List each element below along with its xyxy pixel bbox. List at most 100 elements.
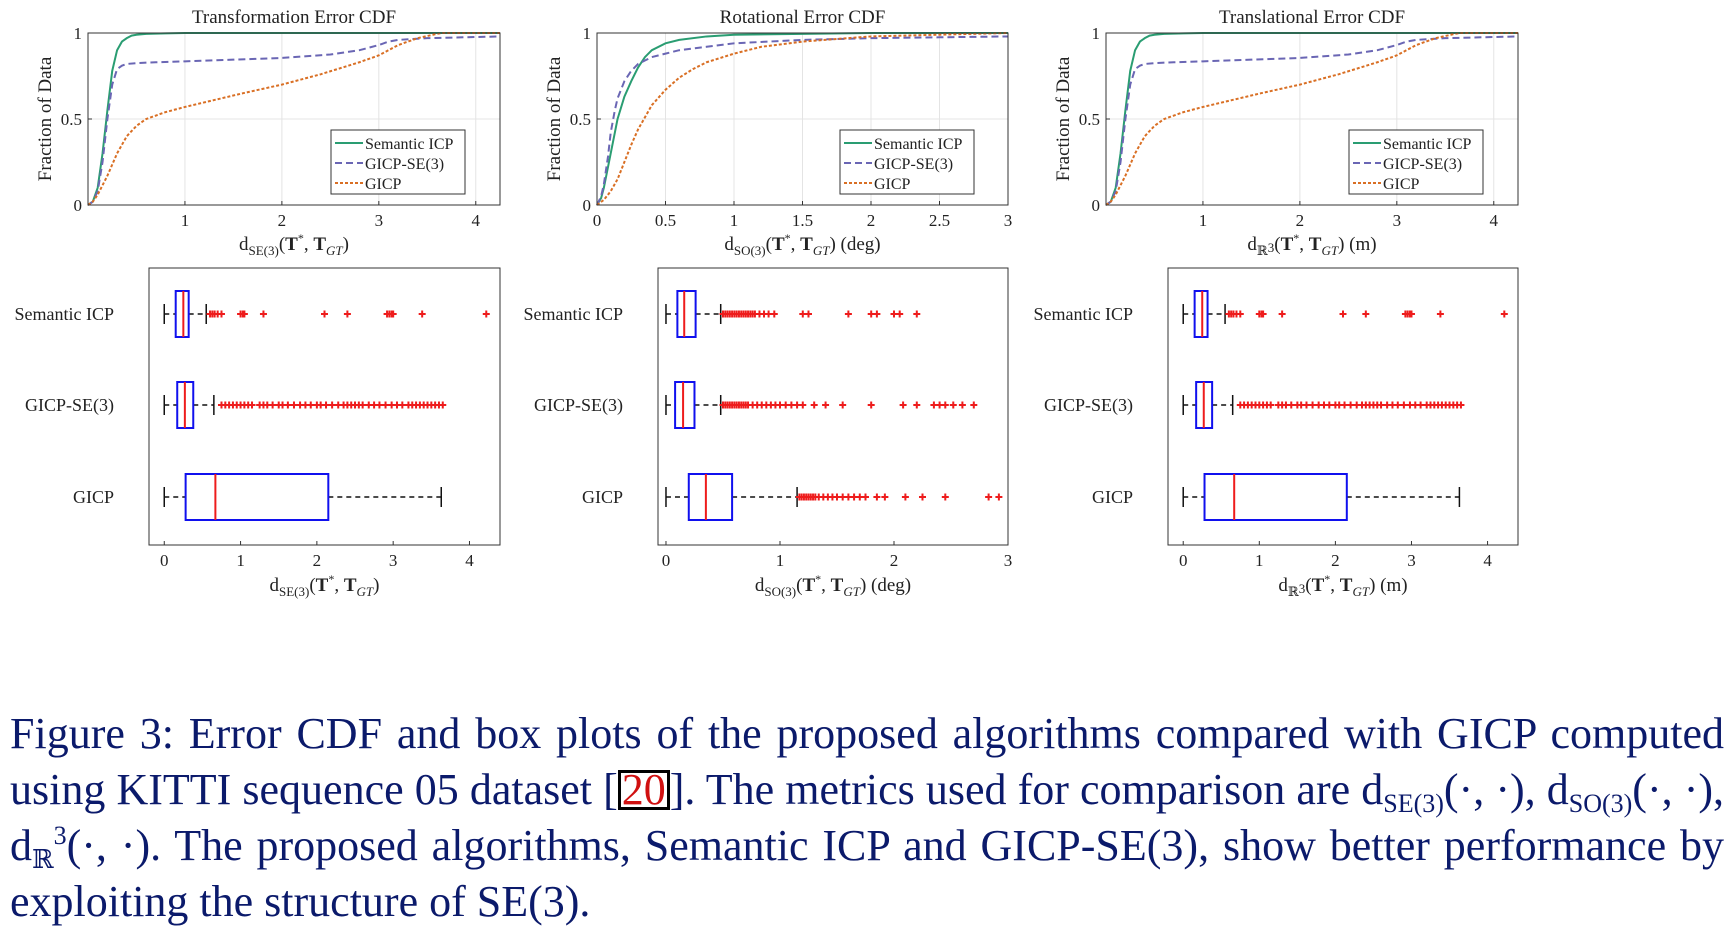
x-tick-label: 0.5 — [655, 211, 676, 230]
x-axis-label: dSO(3)(T*, TGT) (deg) — [755, 572, 911, 599]
outlier-marker — [941, 401, 949, 409]
row-label: Semantic ICP — [15, 304, 115, 324]
outlier-marker — [1417, 401, 1425, 409]
outlier-marker — [1325, 401, 1333, 409]
outlier-marker — [918, 493, 926, 501]
y-tick-label: 0.5 — [1079, 110, 1100, 129]
x-tick-label: 3 — [389, 551, 398, 570]
outlier-marker — [307, 401, 315, 409]
figure-canvas: 1 2 3 4 0 0.5 1 Transformation Error CDF Fractio… — [15, 7, 1519, 599]
legend: Semantic ICP GICP-SE(3) GICP — [839, 129, 975, 195]
row-label: Semantic ICP — [524, 304, 624, 324]
x-tick-label: 4 — [1483, 551, 1492, 570]
outlier-marker — [901, 493, 909, 501]
outlier-marker — [482, 310, 490, 318]
outlier-marker — [1339, 310, 1347, 318]
series-line-gicp-se-3- — [1105, 35, 1519, 206]
box-gicp-se-3- — [1182, 381, 1465, 429]
x-tick-label: 1 — [236, 551, 245, 570]
cdf-panel-1: 1 2 3 4 0 0.5 1 Transformation Error CDF Fractio… — [35, 7, 501, 258]
outlier-marker — [913, 310, 921, 318]
outlier-marker — [799, 401, 807, 409]
box-gicp — [163, 473, 442, 521]
iqr-box — [184, 473, 330, 521]
x-axis-label: dSE(3)(T*, TGT) — [239, 231, 349, 258]
legend-label: GICP — [365, 176, 402, 193]
outlier-marker — [970, 401, 978, 409]
iqr-box — [1203, 473, 1348, 521]
outlier-marker — [881, 493, 889, 501]
cdf-panel-2: 0 0.5 1 1.5 2 2.5 3 0 0.5 1 Rotational Error CDF Fr… — [544, 7, 1012, 258]
outlier-marker — [1267, 401, 1275, 409]
row-label: GICP — [1092, 487, 1133, 507]
outlier-marker — [398, 401, 406, 409]
y-axis-label: Fraction of Data — [1053, 56, 1074, 181]
outlier-marker — [770, 310, 778, 318]
x-tick-label: 4 — [1490, 211, 1499, 230]
outlier-marker — [259, 310, 267, 318]
series-line-semantic-icp — [1105, 32, 1518, 206]
iqr-box — [674, 381, 696, 429]
row-label: GICP — [73, 487, 114, 507]
x-tick-label: 0 — [593, 211, 602, 230]
outlier-marker — [328, 401, 336, 409]
box-panel-3: Semantic ICP GICP-SE(3) GICP 0 1 2 3 4 dℝ3(T*, T… — [1034, 267, 1519, 599]
row-label: GICP — [582, 487, 623, 507]
series-line-semantic-icp — [596, 32, 1008, 206]
y-axis-label: Fraction of Data — [544, 56, 565, 181]
outlier-marker — [861, 493, 869, 501]
outlier-marker — [217, 310, 225, 318]
outlier-marker — [810, 401, 818, 409]
chart-title: Translational Error CDF — [1219, 7, 1405, 28]
caption-text-2: ]. The metrics used for comparison are — [669, 765, 1362, 814]
iqr-box — [174, 290, 190, 338]
x-tick-label: 1 — [776, 551, 785, 570]
outlier-marker — [290, 401, 298, 409]
legend-label: Semantic ICP — [1383, 136, 1472, 153]
outlier-marker — [1309, 401, 1317, 409]
series-line-gicp-se-3- — [87, 35, 501, 206]
metric-r3: dℝ3(·, ·). — [10, 821, 162, 874]
outlier-marker — [439, 401, 447, 409]
x-axis-label: dSO(3)(T*, TGT) (deg) — [724, 231, 880, 258]
y-tick-label: 1 — [74, 24, 83, 43]
outlier-marker — [949, 401, 957, 409]
outlier-marker — [1302, 401, 1310, 409]
outlier-marker — [804, 310, 812, 318]
row-label: GICP-SE(3) — [25, 395, 114, 416]
outlier-marker — [839, 401, 847, 409]
x-axis-label: dℝ3(T*, TGT) (m) — [1247, 231, 1376, 258]
outlier-marker — [873, 493, 881, 501]
row-label: GICP-SE(3) — [1044, 395, 1133, 416]
x-tick-label: 2 — [278, 211, 287, 230]
x-tick-label: 1 — [730, 211, 739, 230]
legend-label: Semantic ICP — [874, 136, 963, 153]
box-panel-1: Semantic ICP GICP-SE(3) GICP 0 1 2 3 4 dSE(3)(T*… — [15, 267, 501, 599]
metric-so3: dSO(3)(·, ·), — [1546, 765, 1725, 818]
outlier-marker — [1259, 310, 1267, 318]
x-tick-label: 0 — [160, 551, 169, 570]
x-tick-label: 3 — [1004, 211, 1013, 230]
box-panel-2: Semantic ICP GICP-SE(3) GICP 0 1 2 3 dSO(3)(T*,… — [524, 267, 1013, 599]
outlier-marker — [822, 401, 830, 409]
x-tick-label: 3 — [1407, 551, 1416, 570]
outlier-marker — [322, 401, 330, 409]
outlier-marker — [941, 493, 949, 501]
row-label: Semantic ICP — [1034, 304, 1134, 324]
y-tick-label: 0 — [583, 196, 592, 215]
series-line-gicp — [87, 32, 500, 206]
outlier-marker — [1500, 310, 1508, 318]
outlier-marker — [985, 493, 993, 501]
legend-box — [330, 129, 466, 195]
outlier-marker — [1236, 310, 1244, 318]
x-tick-label: 3 — [1004, 551, 1013, 570]
x-tick-label: 4 — [472, 211, 481, 230]
x-tick-label: 1 — [1255, 551, 1264, 570]
x-tick-label: 1.5 — [792, 211, 813, 230]
outlier-marker — [844, 310, 852, 318]
citation-link[interactable]: 20 — [617, 768, 670, 812]
outlier-marker — [382, 401, 390, 409]
outlier-marker — [1457, 401, 1465, 409]
outlier-marker — [1377, 401, 1385, 409]
box-gicp — [1182, 473, 1461, 521]
